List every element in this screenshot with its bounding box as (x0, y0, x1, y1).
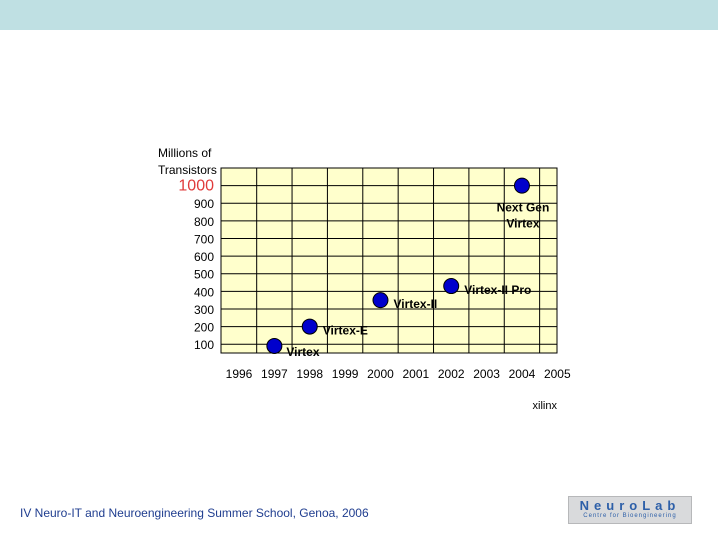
point-label: Virtex-II (393, 297, 437, 311)
logo-sub-text: Centre for Bioengineering (583, 513, 677, 519)
logo-main-text: NeuroLab (579, 498, 681, 513)
x-tick-label: 1996 (226, 367, 253, 381)
x-tick-label: 1998 (296, 367, 323, 381)
data-point (443, 278, 460, 295)
plot-area (220, 167, 558, 354)
neurolab-logo: NeuroLab Centre for Bioengineering (568, 496, 692, 524)
data-point (513, 177, 530, 194)
point-label: Virtex-E (323, 324, 368, 338)
y-tick-label: 500 (194, 268, 214, 282)
x-tick-label: 2002 (438, 367, 465, 381)
x-tick-label: 2005 (544, 367, 571, 381)
x-tick-label: 2001 (402, 367, 429, 381)
y-axis-label: Millions of (158, 146, 212, 160)
point-label: Virtex (286, 345, 319, 359)
y-tick-label: 700 (194, 232, 214, 246)
x-tick-label: 2004 (509, 367, 536, 381)
y-tick-label: 600 (194, 250, 214, 264)
y-tick-label: 100 (194, 338, 214, 352)
data-point (372, 292, 389, 309)
x-tick-label: 2003 (473, 367, 500, 381)
y-tick-label: 900 (194, 197, 214, 211)
y-tick-label: 1000 (178, 178, 214, 195)
point-label: Virtex (506, 217, 539, 231)
x-tick-label: 2000 (367, 367, 394, 381)
footer-text: IV Neuro-IT and Neuroengineering Summer … (20, 506, 369, 520)
data-point (266, 337, 283, 354)
x-tick-label: 1999 (332, 367, 359, 381)
data-point (301, 318, 318, 335)
y-axis-label: Transistors (158, 163, 217, 177)
point-label: Virtex-II Pro (464, 283, 531, 297)
title-band (0, 0, 718, 30)
y-tick-label: 800 (194, 215, 214, 229)
y-tick-label: 300 (194, 303, 214, 317)
x-tick-label: 1997 (261, 367, 288, 381)
source-label: xilinx (533, 400, 558, 412)
y-tick-label: 400 (194, 285, 214, 299)
point-label: Next Gen (497, 201, 550, 215)
y-tick-label: 200 (194, 321, 214, 335)
